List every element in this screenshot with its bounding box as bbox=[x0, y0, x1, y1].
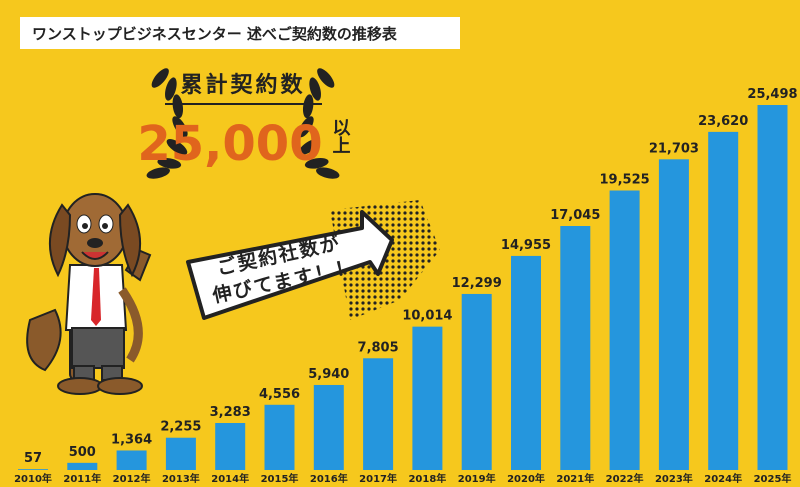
laurel-leaf bbox=[298, 139, 320, 155]
bar bbox=[609, 190, 640, 470]
value-label: 3,283 bbox=[210, 405, 251, 420]
bar bbox=[165, 437, 196, 470]
bar bbox=[363, 358, 394, 470]
value-label: 500 bbox=[69, 445, 96, 460]
bar bbox=[461, 293, 492, 470]
x-tick-label: 2020年 bbox=[507, 472, 545, 485]
bar bbox=[67, 462, 98, 470]
callout: ご契約社数が 伸びてます！！ bbox=[186, 200, 440, 320]
value-label: 21,703 bbox=[649, 141, 699, 156]
x-tick-label: 2025年 bbox=[754, 472, 792, 485]
bar bbox=[560, 226, 591, 470]
laurel-leaf bbox=[166, 139, 188, 155]
bar bbox=[658, 159, 689, 471]
value-label: 2,255 bbox=[160, 420, 201, 435]
value-label: 23,620 bbox=[698, 114, 748, 129]
laurel-leaf bbox=[165, 77, 177, 101]
laurel-leaf bbox=[309, 77, 321, 101]
bar bbox=[412, 326, 443, 470]
bar bbox=[18, 469, 48, 470]
x-tick-label: 2022年 bbox=[606, 472, 644, 485]
value-label: 19,525 bbox=[600, 173, 650, 188]
laurel-leaf bbox=[302, 94, 314, 119]
chart-title: ワンストップビジネスセンター 述べご契約数の推移表 bbox=[32, 25, 398, 43]
laurel-leaf bbox=[157, 157, 182, 169]
value-label: 17,045 bbox=[550, 208, 600, 223]
x-tick-label: 2023年 bbox=[655, 472, 693, 485]
x-tick-label: 2018年 bbox=[408, 472, 446, 485]
value-label: 12,299 bbox=[452, 276, 502, 291]
value-label: 1,364 bbox=[111, 432, 152, 447]
x-tick-label: 2016年 bbox=[310, 472, 348, 485]
bar bbox=[313, 384, 344, 470]
x-tick-label: 2011年 bbox=[63, 472, 101, 485]
value-label: 5,940 bbox=[308, 367, 349, 382]
x-tick-label: 2015年 bbox=[261, 472, 299, 485]
x-tick-label: 2014年 bbox=[211, 472, 249, 485]
laurel bbox=[146, 68, 340, 179]
bar bbox=[757, 105, 788, 470]
laurel-leaf bbox=[151, 68, 169, 88]
laurel-leaf bbox=[316, 167, 340, 179]
laurel-leaf bbox=[304, 157, 329, 169]
laurel-leaf bbox=[172, 116, 188, 138]
x-tick-label: 2024年 bbox=[704, 472, 742, 485]
x-tick-label: 2017年 bbox=[359, 472, 397, 485]
badge-value: 25,000 bbox=[137, 116, 322, 172]
title-box bbox=[20, 17, 460, 49]
value-label: 14,955 bbox=[501, 238, 551, 253]
badge-suffix: 以上 bbox=[330, 118, 351, 154]
value-label: 7,805 bbox=[358, 340, 399, 355]
mascot bbox=[26, 193, 152, 395]
value-label: 57 bbox=[24, 451, 42, 466]
bar bbox=[116, 450, 147, 470]
x-tick-label: 2021年 bbox=[556, 472, 594, 485]
bar bbox=[708, 131, 739, 470]
callout-arrow bbox=[186, 210, 394, 320]
laurel-leaf bbox=[298, 116, 314, 138]
bar bbox=[511, 255, 541, 470]
value-label: 4,556 bbox=[259, 387, 300, 402]
bar bbox=[264, 404, 295, 470]
badge-label: 累計契約数 bbox=[180, 72, 305, 98]
value-label: 25,498 bbox=[747, 87, 797, 102]
laurel-leaf bbox=[146, 167, 170, 179]
laurel-leaf bbox=[317, 68, 335, 88]
x-tick-label: 2012年 bbox=[113, 472, 151, 485]
x-tick-label: 2019年 bbox=[458, 472, 496, 485]
value-label: 10,014 bbox=[402, 309, 452, 324]
x-tick-label: 2010年 bbox=[14, 472, 52, 485]
x-tick-label: 2013年 bbox=[162, 472, 200, 485]
laurel-leaf bbox=[172, 94, 184, 119]
bar bbox=[215, 423, 246, 470]
